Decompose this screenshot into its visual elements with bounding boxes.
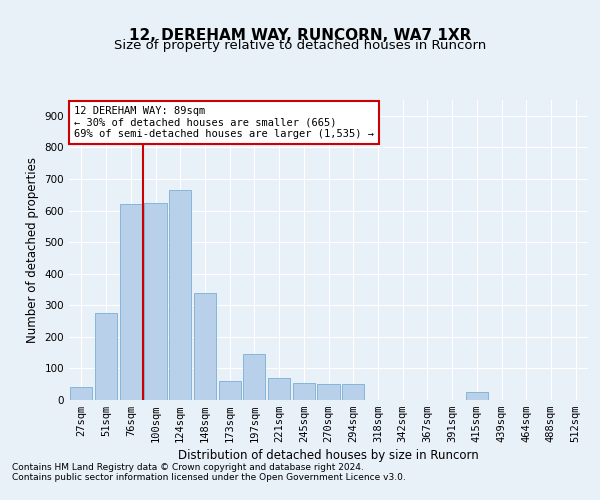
Text: Contains HM Land Registry data © Crown copyright and database right 2024.: Contains HM Land Registry data © Crown c… bbox=[12, 462, 364, 471]
Bar bbox=[70, 388, 92, 400]
Bar bbox=[218, 381, 241, 400]
Bar bbox=[317, 384, 340, 400]
Bar bbox=[293, 382, 315, 400]
X-axis label: Distribution of detached houses by size in Runcorn: Distribution of detached houses by size … bbox=[178, 450, 479, 462]
Text: Size of property relative to detached houses in Runcorn: Size of property relative to detached ho… bbox=[114, 39, 486, 52]
Y-axis label: Number of detached properties: Number of detached properties bbox=[26, 157, 39, 343]
Text: 12, DEREHAM WAY, RUNCORN, WA7 1XR: 12, DEREHAM WAY, RUNCORN, WA7 1XR bbox=[129, 28, 471, 42]
Bar bbox=[119, 204, 142, 400]
Bar bbox=[169, 190, 191, 400]
Bar bbox=[342, 384, 364, 400]
Bar bbox=[466, 392, 488, 400]
Bar bbox=[145, 202, 167, 400]
Bar bbox=[243, 354, 265, 400]
Text: Contains public sector information licensed under the Open Government Licence v3: Contains public sector information licen… bbox=[12, 472, 406, 482]
Text: 12 DEREHAM WAY: 89sqm
← 30% of detached houses are smaller (665)
69% of semi-det: 12 DEREHAM WAY: 89sqm ← 30% of detached … bbox=[74, 106, 374, 139]
Bar bbox=[194, 292, 216, 400]
Bar bbox=[268, 378, 290, 400]
Bar bbox=[95, 313, 117, 400]
